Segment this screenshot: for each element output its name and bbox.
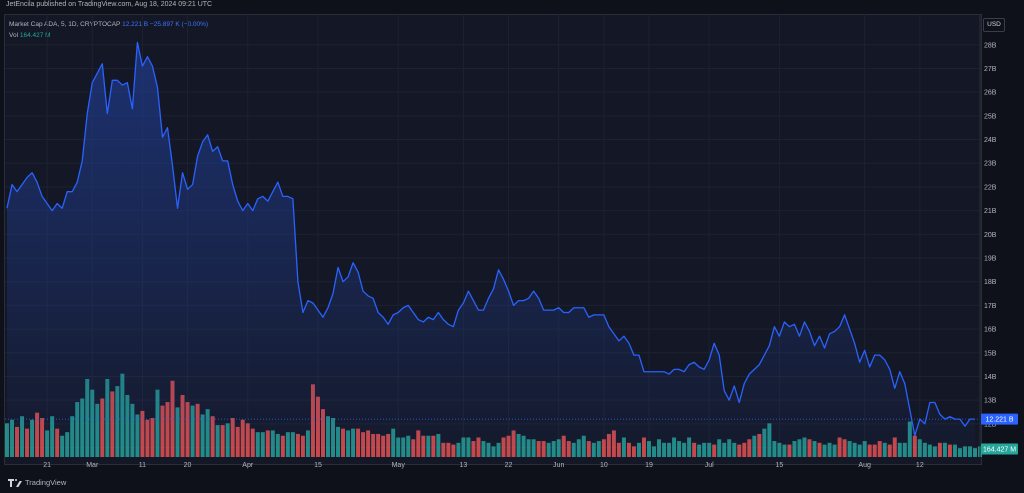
last-price-badge [981,413,1018,425]
x-tick-label: Jul [705,462,714,469]
x-tick-label: 13 [460,462,468,469]
y-tick-label: 21B [984,208,997,215]
x-tick-label: 12 [916,462,924,469]
legend-volume-row[interactable]: Vol 164.427 M [9,30,208,41]
currency-button[interactable]: USD [983,18,1005,32]
y-tick-label: 16B [984,327,997,334]
x-tick-label: Mar [86,462,99,469]
y-tick-label: 24B [984,137,997,144]
y-tick-label: 15B [984,350,997,357]
y-tick-label: 22B [984,184,997,191]
x-tick-label: 22 [505,462,513,469]
x-tick-label: Apr [242,462,254,469]
published-header: JetEncila published on TradingView.com, … [6,1,213,8]
x-tick-label: Jun [553,462,564,469]
x-tick-label: 20 [184,462,192,469]
y-tick-label: 12B [984,421,997,428]
x-tick-label: 15 [314,462,322,469]
x-tick-label: Aug [858,462,871,469]
x-tick-label: 21 [43,462,51,469]
legend-vol-label: Vol [9,32,19,39]
legend-change: −25.897 K (−0.00%) [149,21,209,28]
y-tick-label: 28B [984,42,997,49]
y-tick-label: 19B [984,256,997,263]
legend-series-label: Market Cap ADA, 5, 1D, CRYPTOCAP [9,21,121,28]
legend-last-value: 12.221 B [122,21,149,28]
x-tick-label: 10 [600,462,608,469]
y-tick-label: 25B [984,113,997,120]
x-tick-label: 11 [139,462,146,469]
legend-series-row[interactable]: Market Cap ADA, 5, 1D, CRYPTOCAP 12.221 … [9,19,208,30]
tradingview-footer[interactable]: TradingView [8,478,67,488]
y-tick-label: 14B [984,374,997,381]
x-tick-label: May [392,462,406,469]
legend-vol-value: 164.427 M [19,32,51,39]
footer-brand: TradingView [25,478,67,487]
x-tick-label: 19 [645,462,653,469]
volume-badge-label: 164.427 M [983,447,1016,454]
last-price-label: 12.221 B [985,417,1013,424]
y-tick-label: 27B [984,66,997,73]
y-tick-label: 13B [984,398,997,405]
price-area-fill [7,42,975,458]
volume-badge [981,443,1018,455]
y-tick-label: 23B [984,161,997,168]
y-tick-label: 18B [984,279,997,286]
y-tick-label: 26B [984,90,997,97]
y-tick-label: 17B [984,303,997,310]
tradingview-logo-icon [8,479,22,488]
chart-legend: Market Cap ADA, 5, 1D, CRYPTOCAP 12.221 … [9,19,208,41]
price-line[interactable] [6,41,975,437]
x-tick-label: 15 [775,462,783,469]
y-tick-label: 20B [984,232,997,239]
